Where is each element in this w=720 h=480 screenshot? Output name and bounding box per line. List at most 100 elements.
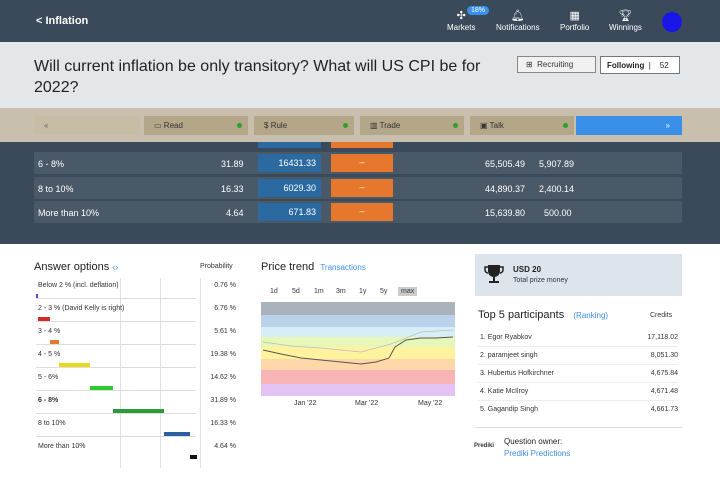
answer-label: 4 - 5 %	[38, 351, 61, 358]
participant-credits: 4,675.84	[650, 370, 678, 377]
chart-band	[261, 347, 455, 359]
answer-options-label: Answer options	[34, 261, 110, 273]
range-5y[interactable]: 5y	[380, 288, 388, 295]
step-trade[interactable]: ▥ Trade	[360, 116, 464, 135]
row-action-button[interactable]: –	[331, 154, 393, 172]
answer-label: 2 - 3 % (David Kelly is right)	[38, 305, 125, 312]
step-bar: « ▭ Read $ Rule ▥ Trade ▣ Talk »	[0, 108, 720, 142]
answer-row[interactable]: Below 2 % (incl. deflation) 0.76 %	[36, 282, 242, 302]
row-value: 2,400.14	[539, 184, 575, 194]
participant-name: 5. Gagandip Singh	[480, 406, 538, 413]
participant-row[interactable]: 2. paramjeet singh 8,051.30	[478, 347, 678, 365]
action-cell-partial	[331, 142, 393, 148]
nav-portfolio[interactable]: ▦ Portfolio	[560, 9, 589, 32]
chat-icon: ▣	[480, 121, 488, 130]
step-back[interactable]: «	[34, 116, 140, 135]
row-prob: 4.64	[226, 208, 244, 218]
follower-count: 52	[659, 61, 669, 70]
credits-header: Credits	[650, 312, 673, 319]
range-3m[interactable]: 3m	[336, 288, 346, 295]
answer-row[interactable]: 4 - 5 % 19.38 %	[36, 351, 242, 371]
participant-credits: 4,671.48	[650, 388, 678, 395]
answer-row[interactable]: 8 to 10% 16.33 %	[36, 420, 242, 440]
nav-notifications-label: Notifications	[496, 23, 540, 32]
row-prob: 16.33	[221, 184, 244, 194]
row-price[interactable]: 6029.30	[258, 179, 321, 197]
answer-row[interactable]: More than 10% 4.64 %	[36, 443, 242, 463]
question-title: Will current inflation be only transitor…	[34, 58, 481, 96]
nav-winnings[interactable]: 🏆︎ Winnings	[609, 9, 642, 32]
row-shares: 44,890.37	[485, 184, 526, 194]
answer-label: Below 2 % (incl. deflation)	[38, 282, 119, 289]
step-read[interactable]: ▭ Read	[144, 116, 248, 135]
answer-prob: 6.76 %	[214, 305, 236, 312]
participant-credits: 8,051.30	[650, 352, 678, 359]
x-label: Mar '22	[355, 400, 379, 407]
row-price[interactable]: 671.83	[258, 203, 321, 221]
step-talk-label: Talk	[489, 121, 504, 130]
back-label: Inflation	[45, 15, 89, 27]
range-1d[interactable]: 1d	[270, 288, 278, 295]
answer-row[interactable]: 6 - 8% 31.89 %	[36, 397, 242, 417]
step-next[interactable]: »	[576, 116, 682, 135]
step-rule[interactable]: $ Rule	[254, 116, 354, 135]
range-5d[interactable]: 5d	[292, 288, 300, 295]
step-trade-status-dot	[453, 123, 458, 128]
step-talk[interactable]: ▣ Talk	[470, 116, 574, 135]
participant-row[interactable]: 1. Egor Ryabkov 17,118.02	[478, 329, 678, 347]
markets-icon: ✣	[456, 10, 466, 22]
row-price[interactable]: 16431.33	[258, 154, 321, 172]
trophy-icon	[484, 265, 504, 283]
divider	[475, 427, 682, 428]
top-nav: < Inflation 18% ✣ Markets 🔔︎ Notificatio…	[0, 0, 720, 42]
answer-prob: 5.61 %	[214, 328, 236, 335]
participant-row[interactable]: 3. Hubertus Hofkirchner 4,675.84	[478, 365, 678, 383]
nav-markets-label: Markets	[447, 23, 476, 32]
row-action-button[interactable]: –	[331, 179, 393, 197]
table-row: 8 to 10% 16.33 6029.30 – 44,890.37 2,400…	[34, 177, 682, 199]
nav-notifications[interactable]: 🔔︎ Notifications	[496, 9, 540, 32]
participant-row[interactable]: 4. Katie McIlroy 4,671.48	[478, 383, 678, 401]
ranking-link[interactable]: (Ranking)	[573, 311, 609, 320]
step-read-status-dot	[237, 123, 242, 128]
owner-label: Question owner:	[504, 437, 563, 446]
divider	[160, 278, 161, 468]
divider	[36, 436, 196, 437]
prize-box: USD 20 Total prize money	[475, 254, 682, 296]
answer-bar	[38, 317, 50, 321]
range-1y[interactable]: 1y	[359, 288, 367, 295]
answer-bar	[90, 386, 113, 390]
step-back-label: «	[44, 121, 49, 130]
following-button[interactable]: Following | 52	[600, 56, 680, 74]
recruiting-button[interactable]: ⊞ Recruiting	[517, 56, 596, 73]
answer-row[interactable]: 2 - 3 % (David Kelly is right) 6.76 %	[36, 305, 242, 325]
range-max[interactable]: max	[398, 287, 418, 296]
nav-markets[interactable]: ✣ Markets	[447, 9, 475, 32]
row-shares: 65,505.49	[485, 159, 526, 169]
divider	[36, 367, 196, 368]
answer-row[interactable]: 3 - 4 % 5.61 %	[36, 328, 242, 348]
avatar[interactable]	[662, 12, 682, 32]
answer-bar	[164, 432, 190, 436]
row-prob: 31.89	[221, 159, 244, 169]
participant-name: 2. paramjeet singh	[480, 352, 538, 359]
row-value: 500.00	[544, 208, 572, 218]
recruiting-label: Recruiting	[537, 60, 574, 69]
owner-link[interactable]: Prediki Predictions	[504, 449, 571, 458]
top5-label: Top 5 participants	[478, 309, 565, 321]
answer-row[interactable]: 5 - 6% 14.62 %	[36, 374, 242, 394]
answer-bar	[113, 409, 164, 413]
markets-badge: 18%	[467, 6, 490, 15]
back-link[interactable]: < Inflation	[36, 15, 89, 27]
participant-row[interactable]: 5. Gagandip Singh 4,661.73	[478, 401, 678, 419]
code-toggle-icon[interactable]: ‹›	[112, 262, 119, 272]
step-next-label: »	[665, 121, 670, 130]
prize-label: Total prize money	[513, 277, 568, 284]
row-action-button[interactable]: –	[331, 203, 393, 221]
range-1m[interactable]: 1m	[314, 288, 324, 295]
divider	[36, 390, 196, 391]
step-trade-label: Trade	[379, 121, 401, 130]
participant-name: 4. Katie McIlroy	[480, 388, 529, 395]
divider	[36, 344, 196, 345]
transactions-link[interactable]: Transactions	[320, 263, 366, 272]
